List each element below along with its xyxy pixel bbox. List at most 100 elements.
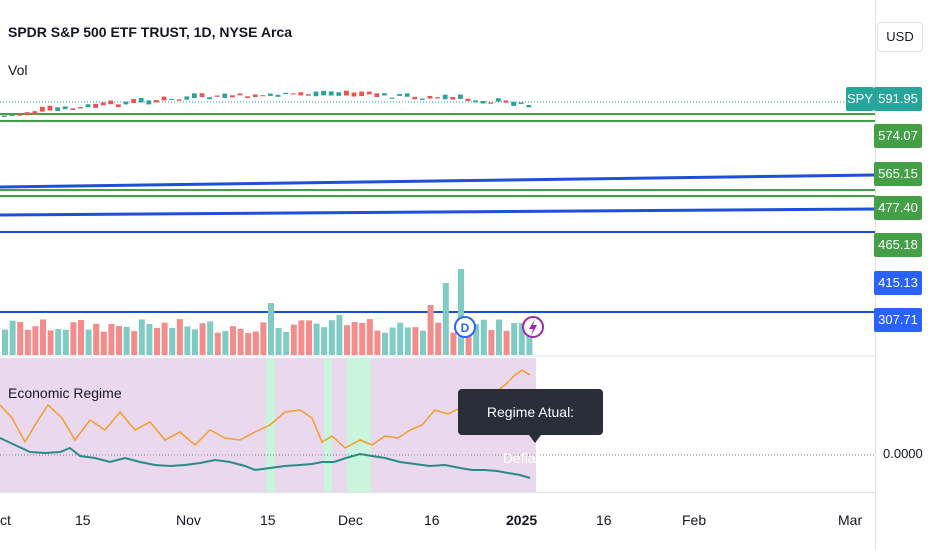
volume-bar: [192, 329, 198, 355]
regime-highlight: [324, 358, 332, 492]
candle: [237, 93, 243, 96]
volume-bar: [435, 322, 442, 355]
candle: [176, 99, 182, 101]
candle: [40, 106, 45, 112]
candle: [214, 95, 220, 97]
volume-bar: [237, 328, 244, 355]
time-tick: Mar: [838, 512, 863, 528]
candle: [412, 96, 418, 100]
candle: [283, 92, 288, 95]
candle: [146, 100, 152, 105]
volume-bar: [366, 319, 373, 355]
dividend-badge[interactable]: D: [454, 316, 476, 338]
time-tick: 16: [424, 512, 440, 528]
candle: [32, 111, 38, 115]
volume-bar: [496, 319, 502, 355]
candle: [268, 93, 273, 96]
price-label-574: 574.07: [874, 124, 922, 148]
candle: [404, 93, 410, 97]
volume-bar: [450, 332, 457, 355]
candle: [252, 94, 258, 98]
candle: [458, 94, 463, 99]
volume-bar: [313, 323, 320, 355]
candle: [230, 95, 235, 98]
candle: [222, 93, 228, 98]
volume-bar: [2, 329, 8, 355]
volume-label[interactable]: Vol: [8, 62, 28, 78]
volume-bar: [290, 324, 297, 355]
candle: [366, 91, 372, 95]
candle: [298, 92, 304, 96]
candle: [328, 91, 334, 96]
volume-bar: [40, 319, 46, 355]
volume-bar: [328, 320, 335, 355]
candle: [78, 107, 83, 109]
time-axis[interactable]: [0, 492, 875, 551]
volume-bar: [260, 322, 267, 355]
volume-bar: [55, 329, 62, 355]
candle: [116, 104, 121, 108]
candle: [359, 91, 364, 97]
candle: [161, 96, 167, 101]
price-label-307: 307.71: [874, 308, 922, 332]
candle: [488, 102, 494, 104]
candle: [473, 100, 478, 103]
indicator-title[interactable]: Economic Regime: [8, 385, 122, 401]
volume-bar: [222, 330, 229, 355]
symbol-title[interactable]: SPDR S&P 500 ETF TRUST, 1D, NYSE Arca: [8, 24, 292, 40]
candle: [138, 97, 144, 103]
candle: [9, 114, 15, 116]
price-label-465: 465.18: [874, 233, 922, 257]
volume-bar: [389, 327, 396, 355]
volume-bar: [245, 332, 252, 355]
price-label-477: 477.40: [874, 196, 922, 220]
regime-highlight: [347, 358, 371, 492]
volume-bar: [93, 323, 100, 355]
candle: [480, 100, 486, 104]
candle: [199, 93, 205, 98]
candle: [313, 91, 319, 97]
candle: [382, 93, 387, 96]
candle: [17, 113, 22, 116]
currency-button[interactable]: USD: [877, 22, 923, 52]
volume-bar: [321, 327, 328, 355]
candle: [108, 100, 114, 105]
volume-bar: [404, 327, 411, 355]
earnings-badge[interactable]: [522, 316, 544, 338]
volume-bar: [161, 322, 168, 355]
time-tick: 16: [596, 512, 612, 528]
candle: [154, 100, 159, 103]
candlestick-series: [2, 90, 532, 117]
candle: [389, 97, 395, 99]
candle: [420, 98, 425, 100]
volume-bar: [503, 330, 510, 355]
candle: [131, 99, 136, 104]
candle: [290, 93, 296, 95]
volume-bar: [382, 332, 388, 355]
candle: [435, 97, 440, 99]
candle: [397, 94, 402, 96]
volume-bar: [199, 323, 206, 355]
volume-bar: [283, 332, 290, 355]
time-tick: 15: [260, 512, 276, 528]
volume-bar: [169, 327, 176, 355]
candle: [526, 104, 532, 108]
time-tick: ct: [0, 512, 11, 528]
volume-bar: [336, 315, 343, 355]
volume-bar: [473, 324, 480, 355]
volume-histogram: [2, 269, 533, 355]
candle: [336, 92, 342, 96]
volume-bar: [518, 323, 525, 355]
volume-bar: [351, 322, 358, 355]
candle: [100, 102, 106, 106]
candle: [442, 94, 448, 100]
volume-bar: [207, 321, 214, 355]
time-tick: Feb: [682, 512, 707, 528]
candle: [450, 97, 456, 100]
candle: [62, 106, 68, 110]
volume-bar: [465, 329, 472, 355]
volume-bar: [412, 327, 419, 355]
chart-plot-area[interactable]: D: [0, 0, 875, 495]
volume-bar: [442, 283, 449, 355]
volume-bar: [480, 319, 487, 355]
